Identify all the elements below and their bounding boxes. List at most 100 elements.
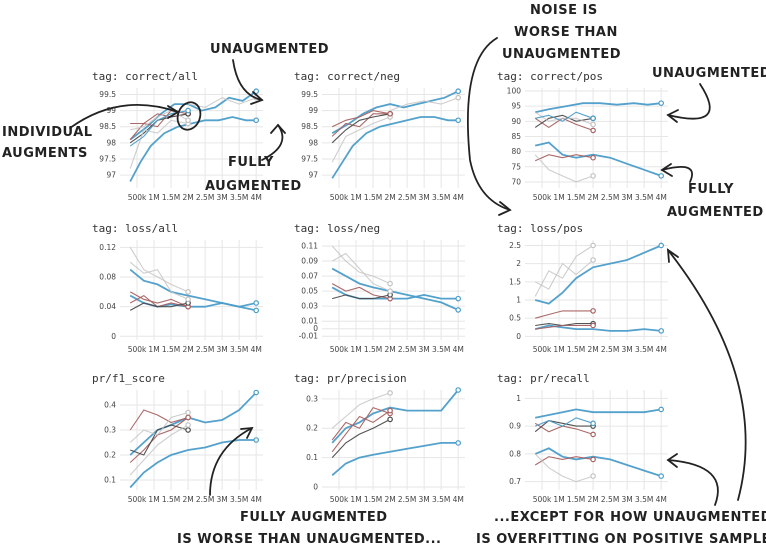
x-tick-label: 3M [419, 345, 430, 354]
series-line-full [534, 141, 662, 177]
x-tick-label: 2.5M [601, 345, 619, 354]
series-line-ind [331, 410, 391, 453]
x-tick-label: 1.5M [364, 495, 382, 504]
x-tick-label: 3M [217, 495, 228, 504]
x-tick-label: 500k [330, 495, 349, 504]
x-tick-label: 2.5M [196, 495, 214, 504]
x-tick-label: 3M [622, 193, 633, 202]
y-tick-label: 0.09 [301, 257, 318, 266]
series-end-point [253, 389, 259, 396]
annotation-fully-line2: AUGMENTED [205, 179, 302, 194]
series-end-point [658, 100, 664, 106]
y-tick-label: 0.1 [104, 476, 116, 485]
series-end-point [590, 431, 596, 438]
y-tick-label: 85 [511, 132, 521, 141]
series-line-unaug [129, 90, 257, 141]
y-tick-label: 98 [308, 138, 318, 147]
series-line-full [129, 116, 257, 182]
chart-panel: tag: pr/recall 0.7 0.8 0.9 1 500k 1M 1.5M 2M 2.5M… [497, 372, 668, 504]
series-end-point [658, 328, 664, 334]
x-tick-label: 1.5M [567, 345, 585, 354]
panel-title: tag: pr/recall [497, 372, 590, 385]
y-tick-label: 95 [511, 102, 521, 111]
series-end-point [387, 288, 393, 294]
series-line-ind [535, 324, 594, 330]
series-end-point [185, 427, 191, 433]
x-tick-label: 4M [453, 193, 464, 202]
panel-title: tag: loss/all [92, 222, 178, 235]
series-end-point [658, 173, 664, 179]
panel-title: tag: correct/neg [294, 70, 400, 83]
chart-panel: tag: pr/precision 0 0.1 0.2 0.3 500k 1M 1.5M 2M 2… [294, 372, 465, 504]
series-line-full [534, 324, 662, 332]
x-tick-label: 4M [251, 495, 262, 504]
series-line-ind [534, 420, 594, 433]
series-line-ind [130, 424, 189, 456]
arrow-to-full-right [661, 166, 693, 183]
series-line-unaug [535, 102, 662, 114]
y-tick-label: 80 [511, 147, 521, 156]
y-tick-label: 0.12 [99, 243, 116, 252]
y-tick-label: 0.11 [301, 242, 318, 251]
series-line-unaug [534, 244, 662, 305]
series-end-point [185, 422, 191, 428]
annotation-individual-line2: AUGMENTS [2, 146, 88, 161]
arrow-head-noise [498, 201, 512, 216]
x-tick-label: 500k [330, 345, 349, 354]
x-tick-label: 500k [533, 193, 552, 202]
x-tick-label: 3.5M [432, 495, 450, 504]
series-end-point [387, 407, 393, 414]
x-tick-label: 4M [656, 495, 667, 504]
x-tick-label: 2M [384, 495, 395, 504]
x-tick-label: 1.5M [162, 345, 180, 354]
series-end-point [185, 117, 191, 124]
series-end-point [590, 473, 596, 479]
y-tick-label: 100 [507, 87, 522, 96]
x-tick-label: 1.5M [162, 495, 180, 504]
annotation-noise-line1: NOISE IS [530, 3, 598, 18]
series-line-full [331, 441, 459, 476]
panel-title: tag: correct/pos [497, 70, 603, 83]
x-tick-label: 1.5M [567, 495, 585, 504]
chart-panel: tag: correct/pos 70 75 80 85 90 95 100 500k 1M 1.5… [497, 70, 668, 202]
series-end-point [185, 414, 191, 421]
arrow-to-recall [667, 459, 719, 506]
x-tick-label: 4M [453, 345, 464, 354]
series-line-ind [534, 259, 594, 290]
series-line-unaug [331, 389, 459, 444]
series-end-point [253, 117, 259, 124]
y-tick-label: 0.3 [104, 426, 116, 435]
y-tick-label: 0 [111, 332, 116, 341]
series-end-point [455, 387, 461, 393]
y-tick-label: 0.07 [301, 272, 318, 281]
x-tick-label: 2M [587, 495, 598, 504]
x-tick-label: 3M [217, 193, 228, 202]
series-end-point [185, 107, 191, 114]
annotation-bottom-left-line2: IS WORSE THAN UNAUGMENTED... [177, 532, 442, 547]
series-line-ind [534, 111, 594, 125]
arrow-to-unaug-right [667, 83, 711, 120]
annotation-noise-line2: WORSE THAN [514, 25, 618, 40]
y-tick-label: 0.1 [306, 453, 318, 462]
series-line-ind [331, 283, 391, 300]
y-tick-label: -0.01 [299, 332, 319, 341]
series-line-ind [535, 310, 594, 319]
series-end-point [253, 300, 259, 306]
y-tick-label: 97.5 [301, 154, 318, 163]
y-tick-label: 0.4 [104, 401, 116, 410]
y-tick-label: 0.05 [301, 287, 318, 296]
x-tick-label: 4M [251, 345, 262, 354]
series-end-point [387, 280, 393, 287]
series-end-point [253, 437, 259, 443]
y-tick-label: 99.5 [301, 90, 318, 99]
chart-panel: tag: loss/all 0 0.04 0.08 0.12 500k 1M 1.5M 2M 2.… [92, 222, 263, 354]
series-end-point [387, 416, 393, 423]
annotation-bottom-right-line2: IS OVERFITTING ON POSITIVE SAMPLES [476, 532, 766, 547]
x-tick-label: 500k [533, 495, 552, 504]
y-tick-label: 0 [516, 332, 521, 341]
x-tick-label: 500k [533, 345, 552, 354]
series-end-point [455, 295, 461, 302]
arrow-head-full-top [270, 123, 286, 134]
series-line-ind [534, 245, 594, 297]
panel-title: pr/f1_score [92, 372, 165, 385]
